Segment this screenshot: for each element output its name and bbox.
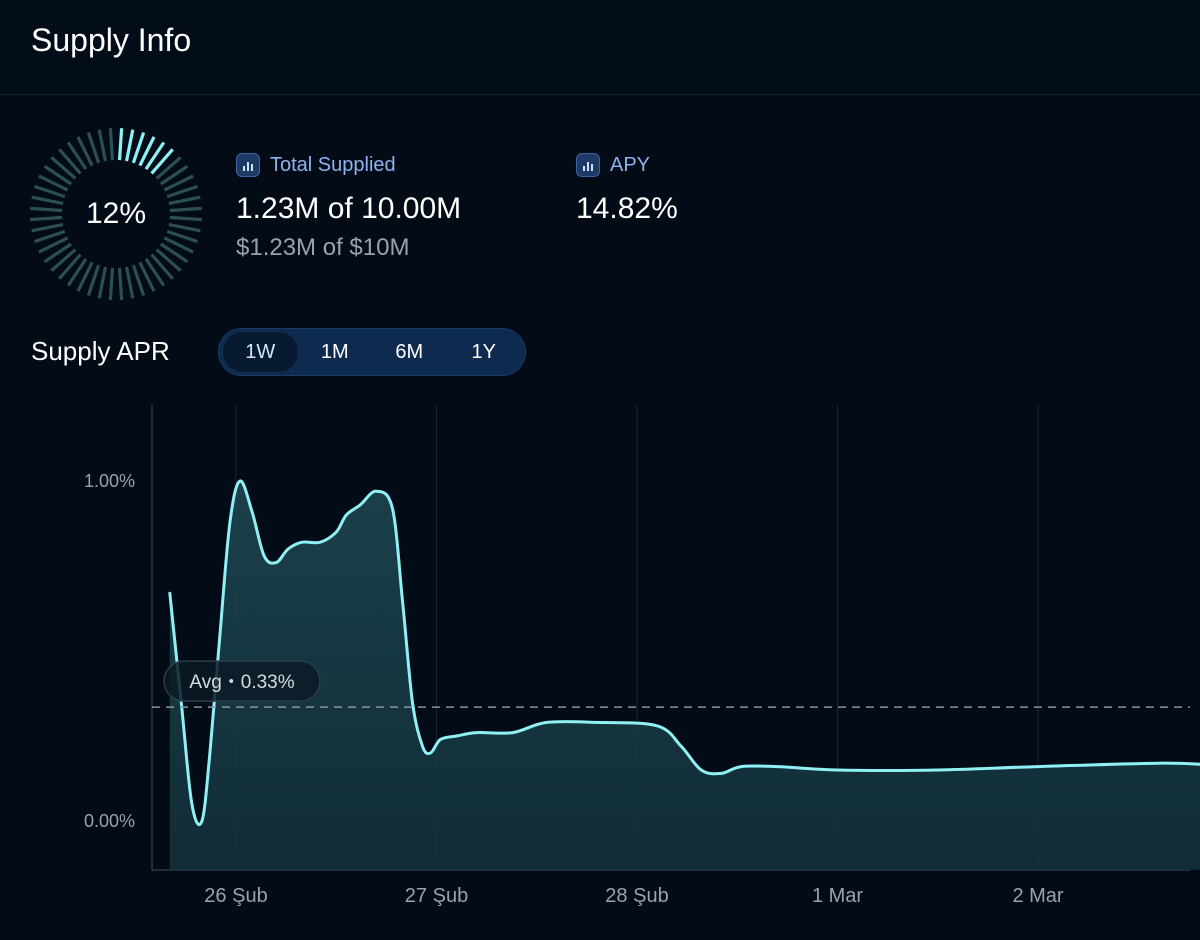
gauge-tick-empty — [38, 174, 69, 192]
gauge-tick-filled — [124, 129, 135, 162]
gauge-tick-empty — [86, 264, 101, 296]
range-tabs: 1W 1M 6M 1Y — [218, 328, 526, 376]
gauge-tick-empty — [169, 215, 202, 222]
gauge-tick-empty — [155, 156, 182, 180]
gauge-tick-empty — [86, 132, 101, 164]
bar-chart-icon — [576, 153, 600, 177]
gauge-tick-empty — [169, 206, 202, 213]
gauge-tick-empty — [43, 164, 72, 186]
total-supplied-usd: $1.23M of $10M — [236, 234, 410, 261]
gauge-tick-empty — [58, 253, 82, 280]
gauge-tick-empty — [163, 174, 194, 192]
gauge-tick-empty — [124, 266, 135, 299]
gauge-tick-empty — [66, 141, 88, 170]
x-tick-label: 27 Şub — [405, 885, 468, 907]
total-supplied-stat: Total Supplied 1.23M of 10.00M $1.23M of… — [236, 150, 461, 262]
gauge-tick-empty — [58, 148, 82, 175]
gauge-tick-filled — [138, 136, 156, 167]
gauge-tick-empty — [108, 128, 115, 161]
gauge-tick-empty — [43, 242, 72, 264]
total-supplied-label: Total Supplied — [270, 153, 396, 176]
x-tick-label: 1 Mar — [812, 885, 863, 907]
supply-gauge: 12% — [26, 124, 206, 304]
gauge-tick-empty — [31, 222, 64, 233]
gauge-tick-empty — [30, 206, 63, 213]
gauge-tick-empty — [38, 236, 69, 254]
gauge-tick-empty — [168, 195, 201, 206]
supply-apr-title: Supply APR — [31, 336, 170, 366]
gauge-tick-empty — [144, 258, 166, 287]
gauge-tick-empty — [108, 267, 115, 300]
gauge-tick-empty — [150, 253, 174, 280]
tab-6m[interactable]: 6M — [395, 340, 424, 363]
tab-1y[interactable]: 1Y — [471, 340, 496, 363]
y-tick-label: 0.00% — [84, 811, 135, 831]
gauge-tick-filled — [117, 128, 124, 161]
gauge-tick-filled — [150, 148, 174, 175]
gauge-tick-filled — [131, 132, 146, 164]
supply-apr-chart: Avg・0.33% 1.00% 0.00% 26 Şub 27 Şub 28 Şub 1 M… — [84, 405, 1200, 907]
gauge-percent: 12% — [85, 197, 147, 230]
x-tick-label: 26 Şub — [204, 885, 267, 907]
apr-series-line — [168, 479, 1200, 827]
tab-1w[interactable]: 1W — [223, 332, 298, 372]
average-label: Avg・0.33% — [189, 672, 294, 693]
gauge-tick-empty — [166, 229, 198, 244]
gauge-tick-empty — [160, 242, 189, 264]
total-supplied-value: 1.23M of 10.00M — [236, 192, 462, 225]
apy-stat: APY 14.82% — [576, 150, 678, 226]
apr-area-fill — [169, 480, 1200, 870]
average-badge — [163, 660, 321, 702]
gauge-tick-filled — [144, 141, 166, 170]
gauge-tick-empty — [155, 248, 182, 272]
gauge-tick-empty — [76, 136, 94, 167]
apy-label: APY — [610, 153, 651, 176]
tab-1m[interactable]: 1M — [320, 340, 349, 363]
gauge-tick-empty — [76, 261, 94, 292]
gauge-tick-empty — [160, 164, 189, 186]
gauge-tick-empty — [138, 261, 156, 292]
gauge-tick-empty — [34, 229, 66, 244]
gauge-tick-empty — [163, 236, 194, 254]
header-bar: Supply Info — [0, 0, 1200, 95]
gauge-tick-empty — [166, 184, 198, 199]
gauge-ring — [30, 128, 202, 300]
x-tick-label: 2 Mar — [1012, 885, 1063, 907]
y-tick-label: 1.00% — [84, 471, 135, 491]
gauge-tick-empty — [131, 264, 146, 296]
gauge-tick-empty — [50, 156, 77, 180]
gauge-tick-empty — [168, 222, 201, 233]
apy-value: 14.82% — [576, 192, 678, 225]
gauge-tick-empty — [66, 258, 88, 287]
page-title: Supply Info — [31, 22, 192, 58]
gauge-tick-empty — [50, 248, 77, 272]
gauge-tick-empty — [97, 266, 108, 299]
gauge-tick-empty — [117, 267, 124, 300]
x-tick-label: 28 Şub — [605, 885, 668, 907]
gauge-tick-empty — [30, 215, 63, 222]
gauge-tick-empty — [31, 195, 64, 206]
bar-chart-icon — [236, 153, 260, 177]
gauge-tick-empty — [97, 129, 108, 162]
gauge-tick-empty — [34, 184, 66, 199]
